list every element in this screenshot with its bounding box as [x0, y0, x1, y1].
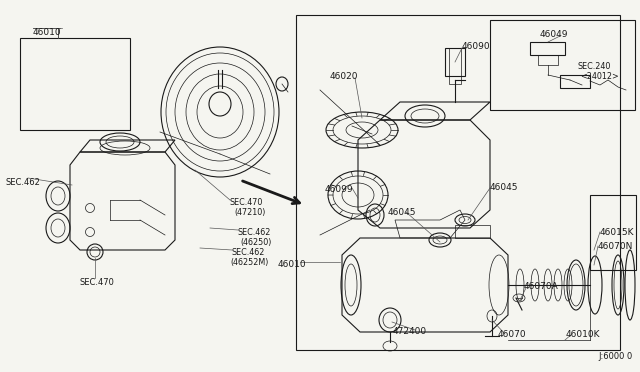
Text: SEC.470: SEC.470	[80, 278, 115, 287]
Bar	[20, 38, 130, 130]
Text: 472400: 472400	[393, 327, 427, 336]
Text: 46070N: 46070N	[598, 242, 634, 251]
Bar	[296, 15, 620, 350]
Text: SEC.462: SEC.462	[238, 228, 271, 237]
Bar	[490, 20, 635, 110]
Text: SEC.240: SEC.240	[578, 62, 611, 71]
Text: 46070: 46070	[498, 330, 527, 339]
Text: 46045: 46045	[388, 208, 417, 217]
Text: 46010: 46010	[278, 260, 307, 269]
Text: SEC.470: SEC.470	[230, 198, 264, 207]
Text: (46252M): (46252M)	[230, 258, 268, 267]
Text: 46015K: 46015K	[600, 228, 634, 237]
Text: 46020: 46020	[330, 72, 358, 81]
Bar	[590, 195, 636, 270]
Text: 46010K: 46010K	[566, 330, 600, 339]
Text: (47210): (47210)	[234, 208, 266, 217]
Text: 46070A: 46070A	[524, 282, 559, 291]
Text: 46099: 46099	[325, 185, 354, 194]
Text: 46045: 46045	[490, 183, 518, 192]
Text: SEC.462: SEC.462	[5, 178, 40, 187]
Text: 46010: 46010	[33, 28, 61, 37]
Text: SEC.462: SEC.462	[232, 248, 266, 257]
Text: J:6000 0: J:6000 0	[598, 352, 632, 361]
Text: 46049: 46049	[540, 30, 568, 39]
Bar	[445, 48, 465, 76]
Text: 46090: 46090	[462, 42, 491, 51]
Text: <24012>: <24012>	[580, 72, 619, 81]
Text: (46250): (46250)	[240, 238, 271, 247]
Bar	[449, 76, 461, 84]
